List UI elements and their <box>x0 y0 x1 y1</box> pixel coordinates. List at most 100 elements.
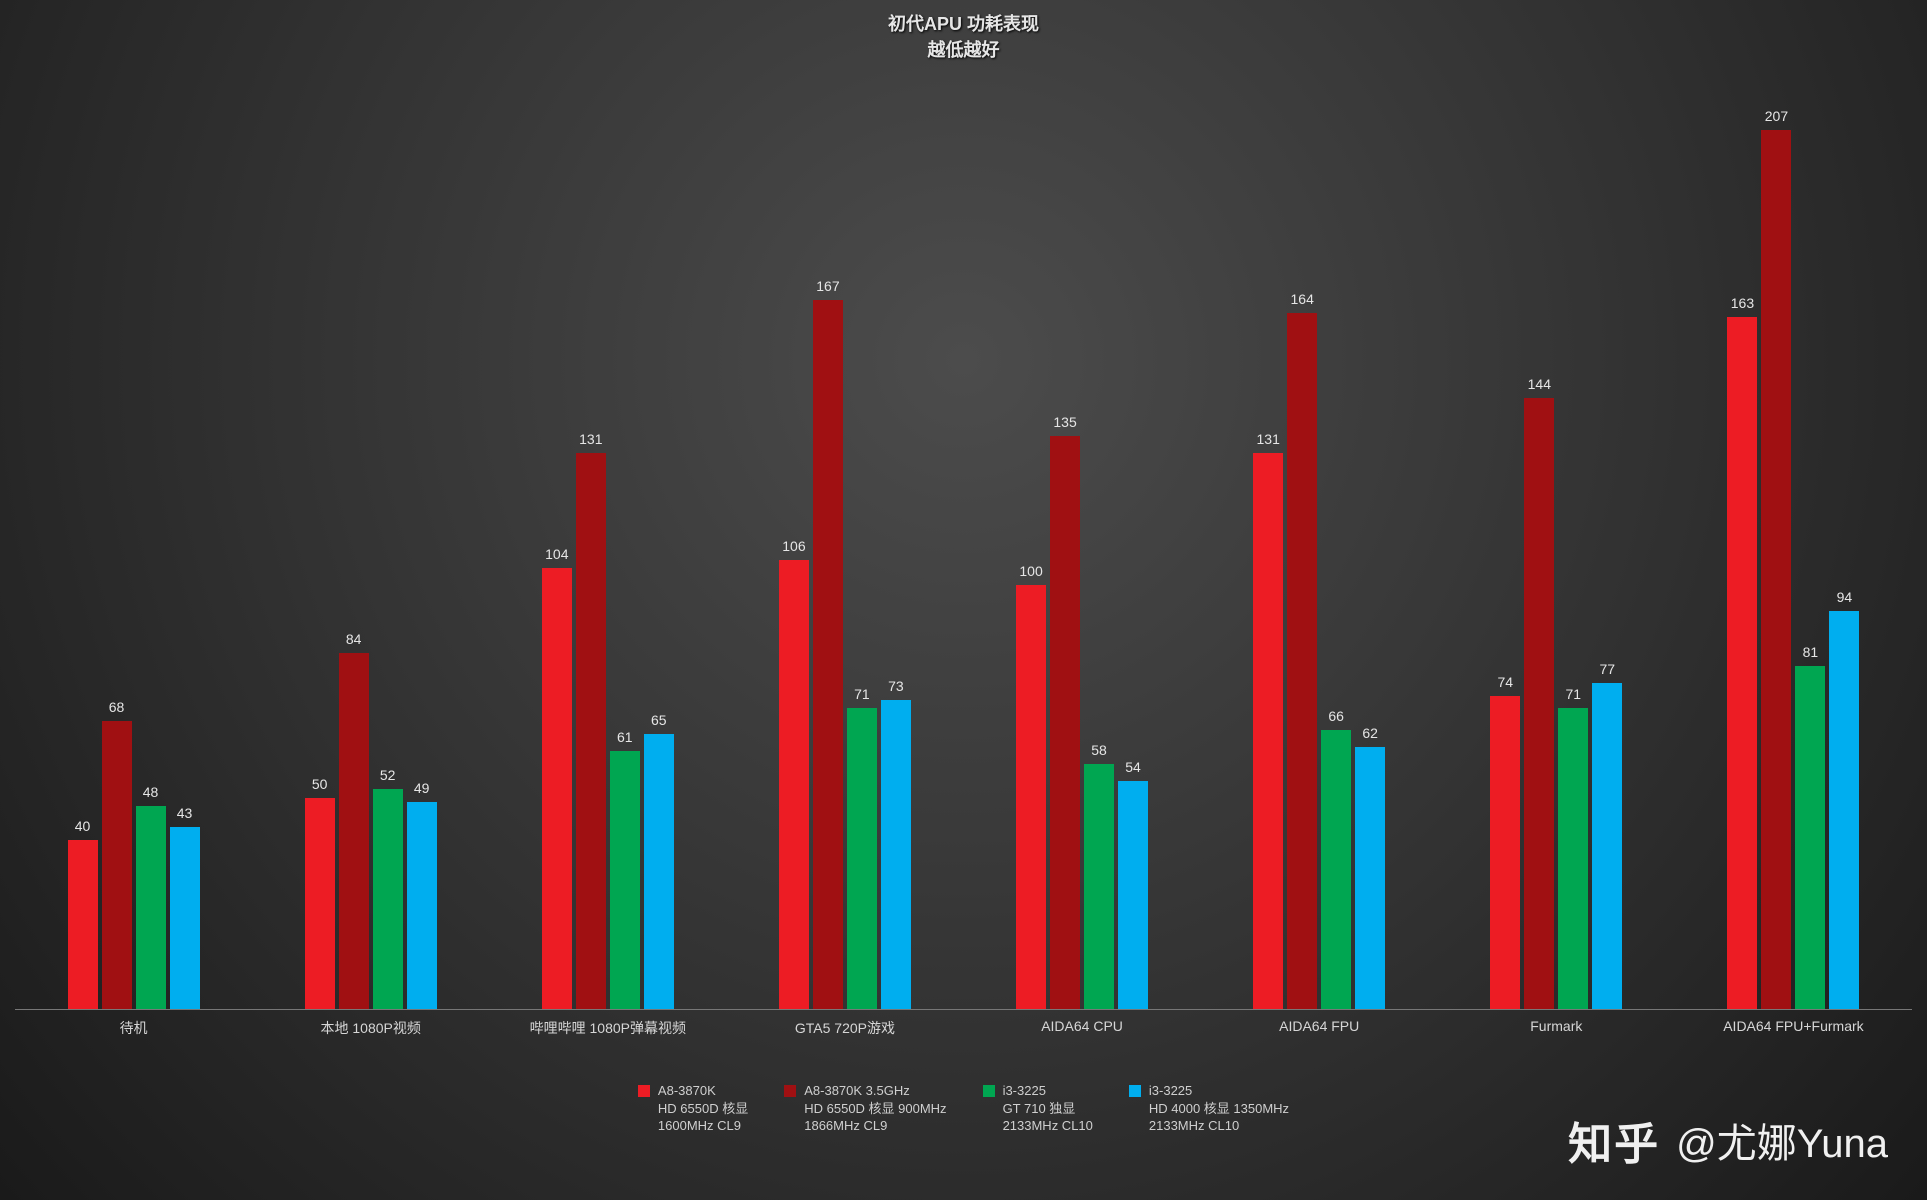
bar: 40 <box>68 840 98 1010</box>
bar-value-label: 77 <box>1600 661 1616 677</box>
x-axis-label: AIDA64 FPU+Furmark <box>1675 1010 1912 1040</box>
bar-value-label: 43 <box>177 805 193 821</box>
bar-value-label: 163 <box>1731 295 1754 311</box>
bar-value-label: 207 <box>1765 108 1788 124</box>
bar: 65 <box>644 734 674 1010</box>
legend-line: i3-3225 <box>1003 1082 1093 1100</box>
bar-value-label: 48 <box>143 784 159 800</box>
bar: 52 <box>373 789 403 1010</box>
legend-swatch <box>638 1085 650 1097</box>
legend-text: A8-3870KHD 6550D 核显1600MHz CL9 <box>658 1082 748 1135</box>
legend-line: 2133MHz CL10 <box>1003 1117 1093 1135</box>
bar: 71 <box>1558 708 1588 1010</box>
bar-group: 741447177 <box>1438 75 1675 1010</box>
bar-value-label: 52 <box>380 767 396 783</box>
bar-group: 1001355854 <box>964 75 1201 1010</box>
x-axis-label: AIDA64 CPU <box>964 1010 1201 1040</box>
bar: 84 <box>339 653 369 1010</box>
bar-groups: 4068484350845249104131616510616771731001… <box>15 75 1912 1010</box>
bar-value-label: 58 <box>1091 742 1107 758</box>
bar: 66 <box>1321 730 1351 1011</box>
legend-line: i3-3225 <box>1149 1082 1289 1100</box>
bar: 207 <box>1761 130 1791 1010</box>
legend-text: i3-3225HD 4000 核显 1350MHz2133MHz CL10 <box>1149 1082 1289 1135</box>
bar-group: 1041316165 <box>489 75 726 1010</box>
bar-value-label: 68 <box>109 699 125 715</box>
legend-line: HD 4000 核显 1350MHz <box>1149 1100 1289 1118</box>
bar-group: 50845249 <box>252 75 489 1010</box>
legend-item: i3-3225GT 710 独显2133MHz CL10 <box>983 1082 1093 1135</box>
bar-value-label: 49 <box>414 780 430 796</box>
legend-line: 1866MHz CL9 <box>804 1117 946 1135</box>
bar: 73 <box>881 700 911 1010</box>
bar-value-label: 84 <box>346 631 362 647</box>
bar: 81 <box>1795 666 1825 1010</box>
x-axis-label: 哔哩哔哩 1080P弹幕视频 <box>489 1010 726 1040</box>
bar-value-label: 65 <box>651 712 667 728</box>
bar-value-label: 74 <box>1498 674 1514 690</box>
bar-value-label: 135 <box>1053 414 1076 430</box>
legend-item: A8-3870KHD 6550D 核显1600MHz CL9 <box>638 1082 748 1135</box>
bar: 54 <box>1118 781 1148 1011</box>
legend-line: HD 6550D 核显 900MHz <box>804 1100 946 1118</box>
legend-text: i3-3225GT 710 独显2133MHz CL10 <box>1003 1082 1093 1135</box>
bar: 58 <box>1084 764 1114 1011</box>
bar: 135 <box>1050 436 1080 1010</box>
legend-item: i3-3225HD 4000 核显 1350MHz2133MHz CL10 <box>1129 1082 1289 1135</box>
legend-line: A8-3870K <box>658 1082 748 1100</box>
legend-line: GT 710 独显 <box>1003 1100 1093 1118</box>
bar-group: 1311646662 <box>1201 75 1438 1010</box>
legend-line: 2133MHz CL10 <box>1149 1117 1289 1135</box>
bar-value-label: 66 <box>1328 708 1344 724</box>
legend-swatch <box>784 1085 796 1097</box>
bar-value-label: 71 <box>1566 686 1582 702</box>
legend-swatch <box>1129 1085 1141 1097</box>
bar-value-label: 144 <box>1528 376 1551 392</box>
bar: 164 <box>1287 313 1317 1010</box>
bar-value-label: 167 <box>816 278 839 294</box>
bar-value-label: 106 <box>782 538 805 554</box>
bar: 131 <box>1253 453 1283 1010</box>
title-line-2: 越低越好 <box>15 36 1912 62</box>
watermark: 知乎 @尤娜Yuna <box>1568 1108 1888 1172</box>
bar-value-label: 62 <box>1362 725 1378 741</box>
bar-value-label: 81 <box>1803 644 1819 660</box>
bar-value-label: 61 <box>617 729 633 745</box>
bar: 71 <box>847 708 877 1010</box>
bar: 50 <box>305 798 335 1011</box>
bar-group: 1632078194 <box>1675 75 1912 1010</box>
x-axis-label: 待机 <box>15 1010 252 1040</box>
bar: 48 <box>136 806 166 1010</box>
bar: 62 <box>1355 747 1385 1011</box>
legend-line: 1600MHz CL9 <box>658 1117 748 1135</box>
bar: 163 <box>1727 317 1757 1010</box>
bar: 104 <box>542 568 572 1010</box>
bar: 144 <box>1524 398 1554 1010</box>
chart-title: 初代APU 功耗表现 越低越好 <box>15 10 1912 62</box>
watermark-logo: 知乎 <box>1568 1108 1660 1172</box>
legend-line: A8-3870K 3.5GHz <box>804 1082 946 1100</box>
bar: 49 <box>407 802 437 1010</box>
x-axis-label: GTA5 720P游戏 <box>726 1010 963 1040</box>
bar: 68 <box>102 721 132 1010</box>
bar-value-label: 100 <box>1019 563 1042 579</box>
bar: 167 <box>813 300 843 1010</box>
bar-value-label: 131 <box>579 431 602 447</box>
legend-item: A8-3870K 3.5GHzHD 6550D 核显 900MHz1866MHz… <box>784 1082 946 1135</box>
bar: 131 <box>576 453 606 1010</box>
legend-line: HD 6550D 核显 <box>658 1100 748 1118</box>
legend-text: A8-3870K 3.5GHzHD 6550D 核显 900MHz1866MHz… <box>804 1082 946 1135</box>
chart-container: 初代APU 功耗表现 越低越好 406848435084524910413161… <box>15 10 1912 1190</box>
bar-value-label: 104 <box>545 546 568 562</box>
bar-value-label: 71 <box>854 686 870 702</box>
x-axis-labels: 待机本地 1080P视频哔哩哔哩 1080P弹幕视频GTA5 720P游戏AID… <box>15 1010 1912 1040</box>
bar: 43 <box>170 827 200 1010</box>
legend-swatch <box>983 1085 995 1097</box>
bar: 77 <box>1592 683 1622 1010</box>
bar-value-label: 94 <box>1837 589 1853 605</box>
bar-value-label: 73 <box>888 678 904 694</box>
bar: 74 <box>1490 696 1520 1011</box>
bar-group: 1061677173 <box>726 75 963 1010</box>
x-axis-label: Furmark <box>1438 1010 1675 1040</box>
bar-value-label: 131 <box>1257 431 1280 447</box>
